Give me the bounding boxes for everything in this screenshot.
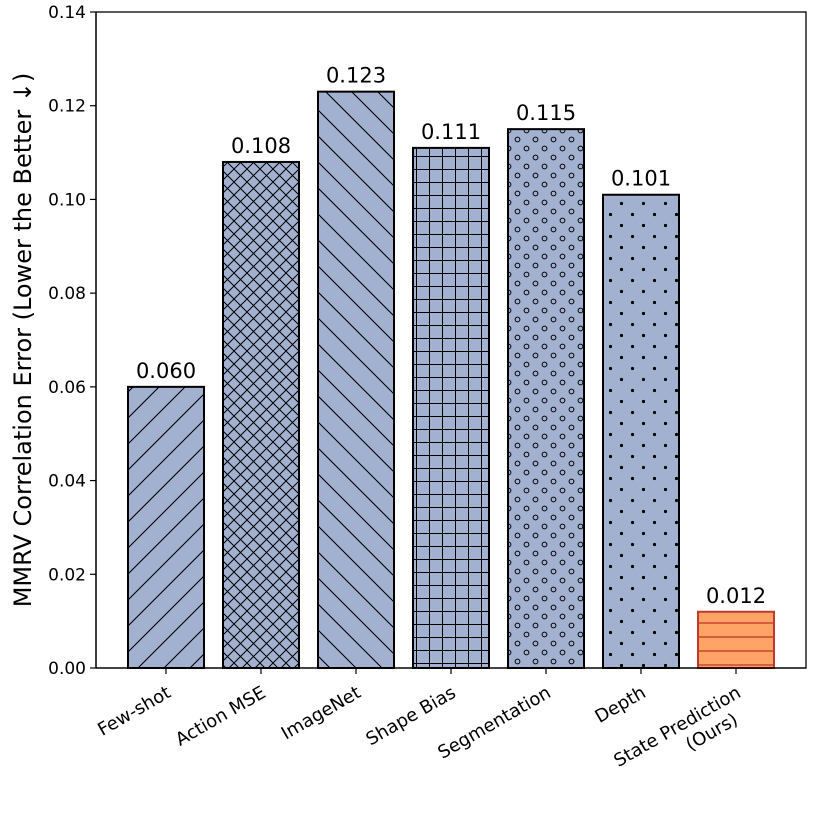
- bar-hatch: [222, 160, 300, 669]
- bar-group: [222, 160, 300, 669]
- y-tick-label: 0.10: [48, 190, 86, 210]
- y-axis: 0.00 0.02 0.04 0.06 0.08 0.10 0.12 0.14: [48, 3, 97, 679]
- x-tick-label: Depth: [592, 682, 650, 728]
- bar-hatch: [127, 385, 205, 669]
- value-labels: 0.060 0.108 0.123 0.111 0.115 0.101 0.012: [136, 64, 766, 608]
- x-tick-label: Few-shot: [94, 682, 174, 740]
- bar-group: [317, 90, 395, 669]
- bar-hatch: [317, 90, 395, 669]
- y-tick-label: 0.02: [48, 565, 86, 585]
- y-tick-label: 0.12: [48, 97, 86, 117]
- bar-group: [127, 385, 205, 669]
- value-label: 0.123: [326, 64, 386, 88]
- y-tick-label: 0.00: [48, 659, 86, 679]
- bar-hatch: [507, 128, 585, 669]
- x-tick-label-line: Action MSE: [172, 682, 269, 750]
- value-label: 0.101: [611, 167, 671, 191]
- x-tick-label: Action MSE: [172, 682, 269, 750]
- y-tick-label: 0.08: [48, 284, 86, 304]
- y-tick-label: 0.06: [48, 378, 86, 398]
- value-label: 0.111: [421, 120, 481, 144]
- x-tick-label-line: ImageNet: [278, 682, 365, 744]
- value-label: 0.108: [231, 134, 291, 158]
- y-tick-label: 0.14: [48, 3, 86, 23]
- bar-group: [697, 610, 775, 669]
- x-tick-label-line: Depth: [592, 682, 650, 728]
- bar-hatch: [412, 146, 490, 669]
- bar-group: [412, 146, 490, 669]
- bar-series: [127, 90, 775, 669]
- bar-group: [507, 128, 585, 669]
- bar-group: [602, 193, 680, 669]
- plot-frame: [95, 11, 807, 669]
- bar-hatch: [697, 610, 775, 669]
- value-label: 0.115: [516, 101, 576, 125]
- x-tick-label: ImageNet: [278, 682, 365, 744]
- x-tick-label-line: Few-shot: [94, 682, 174, 740]
- value-label: 0.060: [136, 359, 196, 383]
- value-label: 0.012: [706, 584, 766, 608]
- y-tick-label: 0.04: [48, 472, 86, 492]
- y-axis-title: MMRV Correlation Error (Lower the Better…: [9, 73, 37, 608]
- bar-hatch: [602, 193, 680, 669]
